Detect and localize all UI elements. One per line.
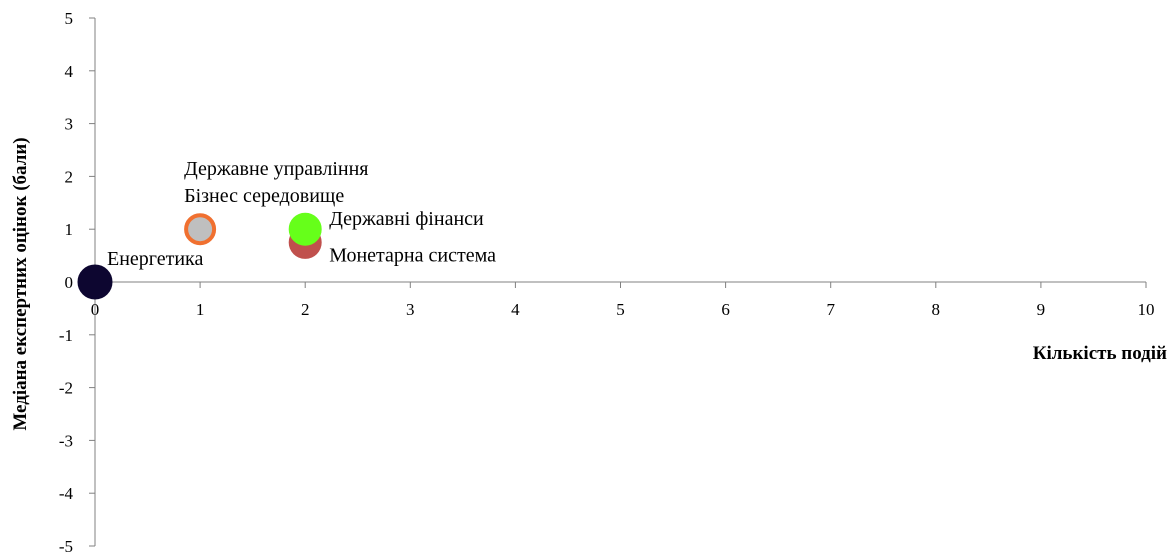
y-tick-label: 1 (65, 220, 74, 239)
x-tick-label: 5 (616, 300, 625, 319)
data-point (77, 264, 113, 300)
y-tick-label: -4 (59, 484, 74, 503)
x-tick-label: 4 (511, 300, 520, 319)
y-tick-label: -3 (59, 431, 73, 450)
x-axis-title: Кількість подій (1033, 343, 1167, 364)
x-tick-label: 6 (721, 300, 730, 319)
x-tick-label: 1 (196, 300, 205, 319)
point-labels: Енергетика Державне управління Бізнес сере… (107, 158, 496, 270)
y-tick-label: -1 (59, 326, 73, 345)
y-tick-label: 0 (65, 273, 74, 292)
x-tick-label: 2 (301, 300, 310, 319)
x-tick-label: 9 (1037, 300, 1046, 319)
x-tick-label: 8 (932, 300, 941, 319)
x-tick-label: 0 (91, 300, 100, 319)
point-label: Енергетика (107, 248, 203, 270)
data-points (77, 212, 322, 300)
y-tick-label: 5 (65, 9, 74, 28)
y-tick-label: 4 (65, 62, 74, 81)
y-tick-label: -5 (59, 537, 73, 556)
point-label: Державне управління (184, 158, 368, 180)
y-tick-label: -2 (59, 379, 73, 398)
y-tick-label: 2 (65, 167, 74, 186)
data-point (184, 213, 217, 246)
x-tick-label: 10 (1138, 300, 1155, 319)
point-label: Бізнес середовище (184, 185, 344, 207)
data-point (288, 212, 322, 246)
y-axis: 5 4 3 2 1 0 -1 -2 -3 -4 -5 (59, 9, 96, 556)
y-axis-title: Медіана експертних оцінок (бали) (10, 137, 31, 430)
x-axis: 0 1 2 3 4 5 6 7 8 9 10 (91, 281, 1155, 319)
x-tick-label: 3 (406, 300, 415, 319)
point-label: Монетарна система (329, 244, 496, 266)
point-label: Державні фінанси (329, 208, 484, 230)
x-tick-label: 7 (826, 300, 835, 319)
y-tick-label: 3 (65, 115, 74, 134)
